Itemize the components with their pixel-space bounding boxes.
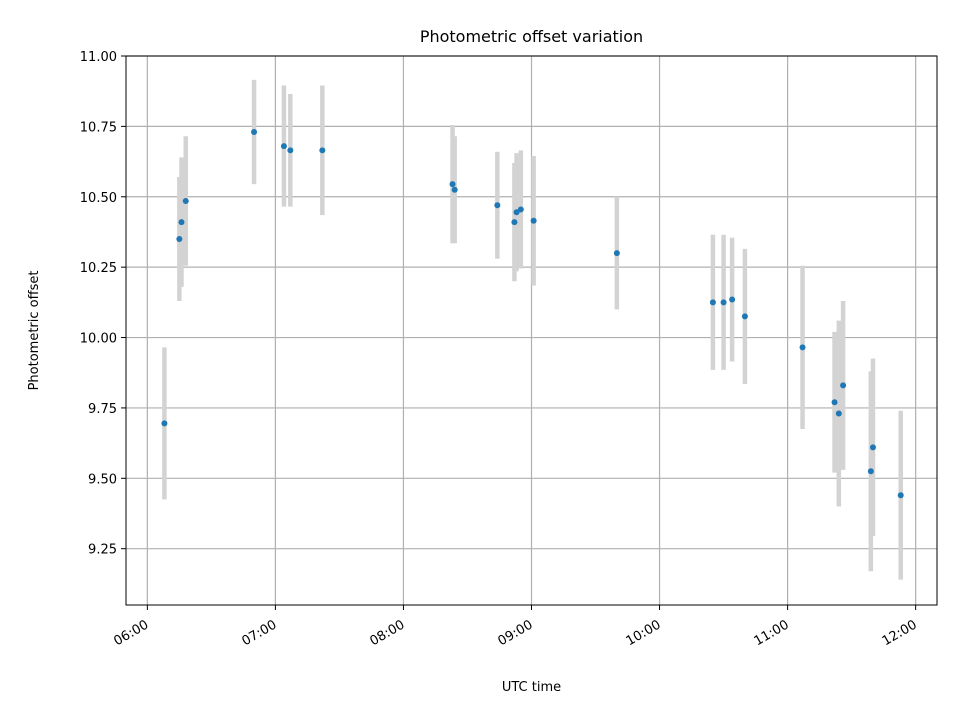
y-axis-ticks: 9.25 9.50 9.75 10.00 10.25 10.50 10.75 11.00: [80, 50, 126, 558]
data-point: [494, 202, 501, 209]
chart-title: Photometric offset variation: [420, 27, 643, 46]
data-point: [840, 382, 847, 389]
data-point: [178, 219, 185, 226]
data-point: [451, 186, 458, 193]
data-point: [161, 420, 168, 427]
y-tick-label: 9.75: [88, 402, 117, 417]
data-point: [517, 206, 524, 213]
data-point: [831, 399, 838, 406]
data-point: [799, 344, 806, 351]
data-point: [176, 236, 183, 242]
data-point: [613, 250, 620, 257]
data-point: [287, 147, 294, 154]
data-point: [530, 217, 537, 224]
data-point: [182, 197, 189, 204]
x-axis-label: UTC time: [502, 680, 561, 695]
y-tick-label: 10.75: [80, 120, 117, 135]
y-tick-label: 10.00: [80, 332, 117, 347]
data-point: [280, 143, 287, 150]
data-point: [869, 444, 876, 451]
data-point: [897, 492, 904, 499]
y-axis-label: Photometric offset: [27, 271, 42, 391]
data-point: [251, 129, 258, 136]
y-tick-label: 10.25: [80, 261, 117, 276]
data-point: [835, 410, 842, 417]
data-point: [319, 147, 326, 154]
data-point: [449, 181, 456, 188]
y-tick-label: 9.25: [88, 543, 117, 558]
data-point: [513, 209, 520, 216]
data-point: [729, 296, 736, 303]
y-tick-label: 9.50: [88, 472, 117, 487]
y-tick-label: 11.00: [80, 50, 117, 65]
data-point: [741, 313, 748, 320]
data-point: [867, 468, 874, 475]
data-point: [709, 299, 716, 306]
data-point: [720, 299, 727, 306]
y-tick-label: 10.50: [80, 191, 117, 206]
point-layer: [161, 129, 904, 499]
data-point: [511, 219, 518, 226]
